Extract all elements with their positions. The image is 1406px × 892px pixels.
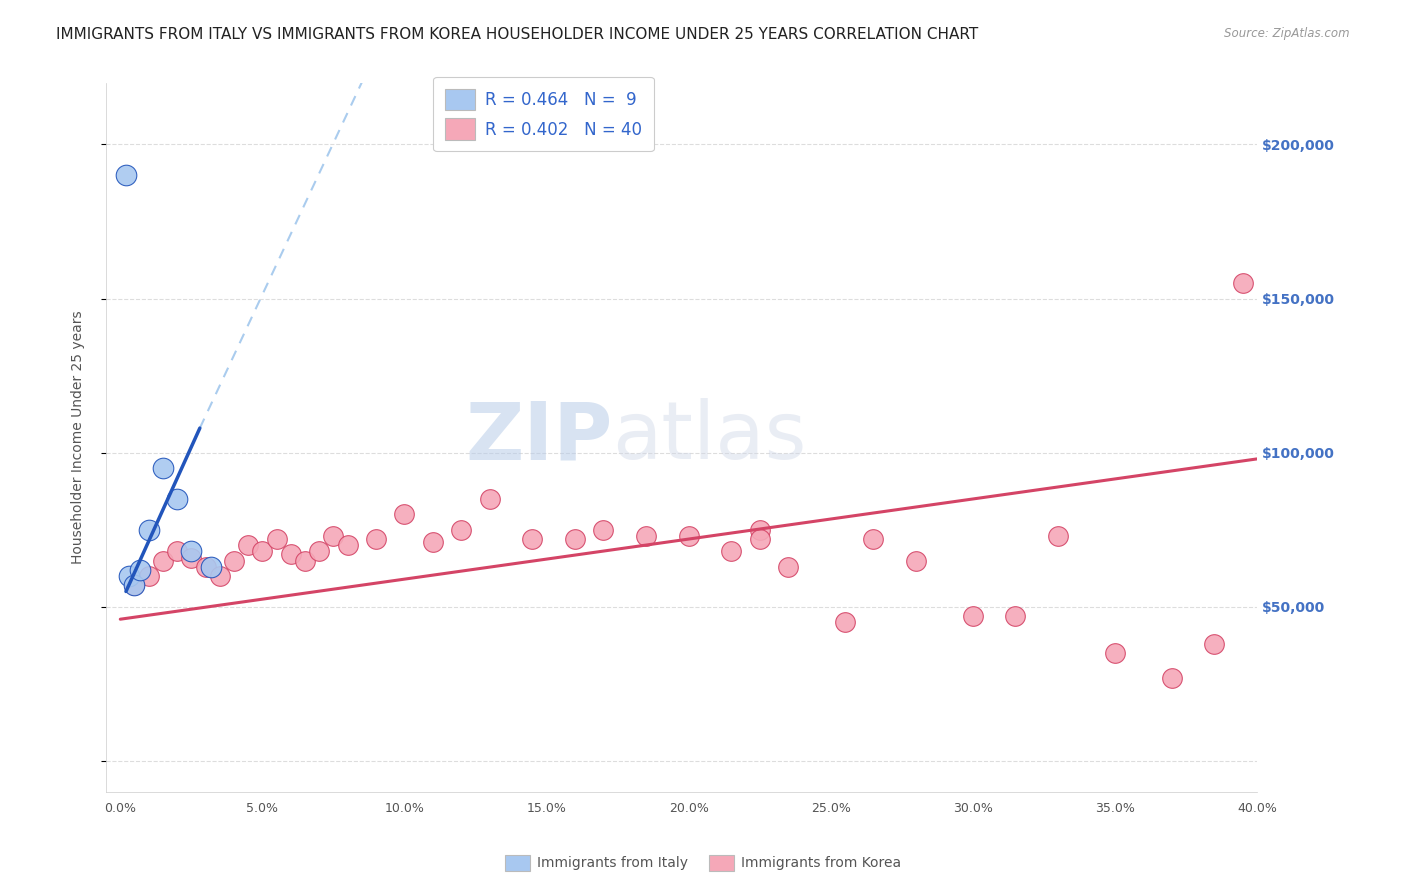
- Point: [962, 609, 984, 624]
- Point: [1104, 646, 1126, 660]
- Point: [138, 523, 160, 537]
- Point: [678, 529, 700, 543]
- Y-axis label: Householder Income Under 25 years: Householder Income Under 25 years: [72, 310, 86, 564]
- Point: [266, 532, 288, 546]
- Legend: R = 0.464   N =  9, R = 0.402   N = 40: R = 0.464 N = 9, R = 0.402 N = 40: [433, 77, 654, 152]
- Point: [180, 544, 202, 558]
- Point: [592, 523, 614, 537]
- Point: [252, 544, 274, 558]
- Point: [748, 532, 770, 546]
- Text: IMMIGRANTS FROM ITALY VS IMMIGRANTS FROM KOREA HOUSEHOLDER INCOME UNDER 25 YEARS: IMMIGRANTS FROM ITALY VS IMMIGRANTS FROM…: [56, 27, 979, 42]
- Point: [394, 508, 416, 522]
- Legend: Immigrants from Italy, Immigrants from Korea: Immigrants from Italy, Immigrants from K…: [499, 849, 907, 876]
- Point: [1204, 637, 1226, 651]
- Point: [422, 535, 444, 549]
- Point: [129, 563, 152, 577]
- Point: [478, 491, 501, 506]
- Point: [236, 538, 259, 552]
- Text: ZIP: ZIP: [465, 399, 613, 476]
- Point: [166, 491, 188, 506]
- Point: [138, 569, 160, 583]
- Point: [118, 569, 141, 583]
- Point: [748, 523, 770, 537]
- Point: [280, 548, 302, 562]
- Point: [450, 523, 472, 537]
- Point: [720, 544, 742, 558]
- Point: [1232, 277, 1254, 291]
- Point: [152, 554, 174, 568]
- Point: [180, 550, 202, 565]
- Point: [294, 554, 316, 568]
- Point: [564, 532, 586, 546]
- Point: [124, 578, 146, 592]
- Point: [208, 569, 231, 583]
- Text: atlas: atlas: [613, 399, 807, 476]
- Point: [1046, 529, 1069, 543]
- Text: Source: ZipAtlas.com: Source: ZipAtlas.com: [1225, 27, 1350, 40]
- Point: [308, 544, 330, 558]
- Point: [522, 532, 544, 546]
- Point: [336, 538, 359, 552]
- Point: [222, 554, 245, 568]
- Point: [1004, 609, 1026, 624]
- Point: [904, 554, 927, 568]
- Point: [152, 461, 174, 475]
- Point: [1160, 671, 1182, 685]
- Point: [166, 544, 188, 558]
- Point: [862, 532, 884, 546]
- Point: [124, 578, 146, 592]
- Point: [322, 529, 344, 543]
- Point: [634, 529, 657, 543]
- Point: [115, 169, 138, 183]
- Point: [834, 615, 856, 630]
- Point: [776, 559, 799, 574]
- Point: [200, 559, 222, 574]
- Point: [194, 559, 217, 574]
- Point: [364, 532, 387, 546]
